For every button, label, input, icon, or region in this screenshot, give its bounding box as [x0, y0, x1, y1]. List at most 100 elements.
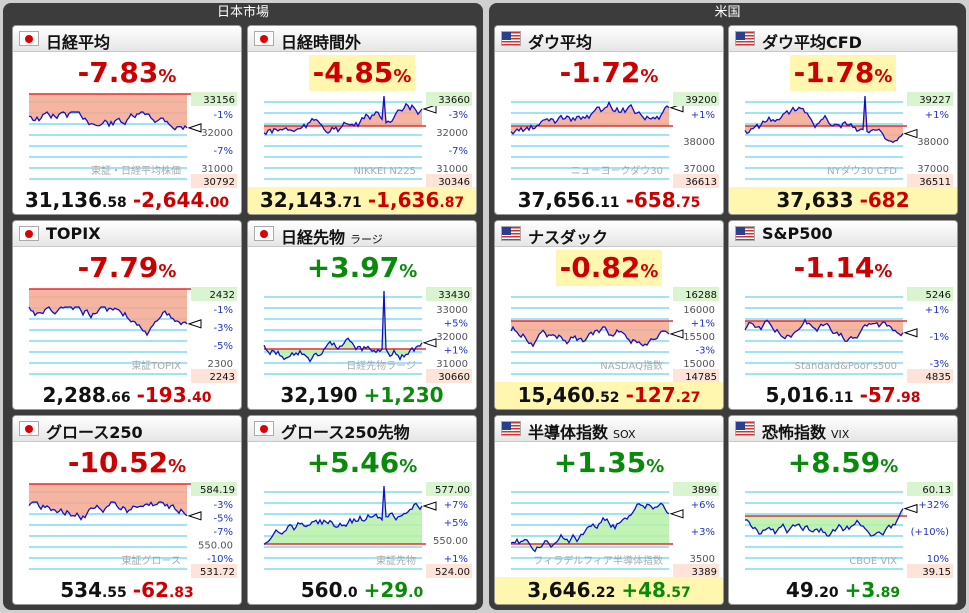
high-label-bg [426, 287, 472, 301]
japan-flag-icon [254, 31, 274, 46]
level-label: +5% [444, 319, 468, 330]
net-change: -62.83 [133, 578, 194, 602]
current-price-marker [422, 104, 437, 114]
chart-watermark: 日経先物ラージ [346, 359, 416, 372]
level-label: 550.00 [198, 541, 233, 552]
card-header[interactable]: TOPIX [13, 221, 241, 247]
index-card-growth_fut[interactable]: グロース250先物 +5.46% 東証先物 577.00 524.00 +7% +5% 550… [247, 415, 477, 605]
price-line [744, 318, 904, 343]
index-card-dow_cfd[interactable]: ダウ平均CFD -1.78% NYダウ30 CFD 39227 36511 +1% 3800… [728, 25, 958, 215]
japan-flag-icon [19, 31, 39, 46]
card-header[interactable]: S&P500 [729, 221, 957, 247]
card-title[interactable]: ナスダック [528, 224, 608, 248]
card-title[interactable]: 恐怖指数 VIX [762, 419, 849, 443]
price-line [28, 306, 188, 337]
last-price-dec: .58 [102, 195, 127, 211]
index-card-nikkei_fut[interactable]: 日経先物 ラージ +3.97% 日経先物ラージ 33430 30660 33000 +5% 32… [247, 220, 477, 410]
index-card-nikkei_ext[interactable]: 日経時間外 -4.85% NIKKEI N225 33660 30346 -3% 32000… [247, 25, 477, 215]
price-row: 37,633 -682 [729, 187, 957, 214]
high-label: 39200 [685, 95, 717, 106]
card-title[interactable]: グロース250 [46, 419, 143, 443]
card-header[interactable]: 日経平均 [13, 26, 241, 52]
us-market-title: 米国 [714, 5, 741, 20]
card-header[interactable]: 日経時間外 [248, 26, 476, 52]
chart-svg: NASDAQ指数 16288 14785 16000 +1% 15500 -3% 15000 [510, 287, 719, 383]
card-title[interactable]: 日経先物 ラージ [281, 224, 383, 248]
card-header[interactable]: ダウ平均CFD [729, 26, 957, 52]
card-title[interactable]: 日経平均 [46, 29, 110, 53]
net-change-dec: .75 [675, 195, 701, 211]
index-card-nasdaq[interactable]: ナスダック -0.82% NASDAQ指数 16288 14785 16000 +1% 155… [494, 220, 724, 410]
chart-svg: Standard&Poor's500 5246 4835 +1% -1% -3% [744, 287, 953, 383]
card-title[interactable]: ダウ平均CFD [762, 29, 862, 53]
card-header[interactable]: グロース250 [13, 416, 241, 442]
card-header[interactable]: 半導体指数 SOX [495, 416, 723, 442]
card-title[interactable]: 日経時間外 [281, 29, 361, 53]
price-line [510, 100, 670, 135]
card-title-name: グロース250先物 [281, 423, 410, 442]
card-header[interactable]: ナスダック [495, 221, 723, 247]
net-change: -193.40 [137, 383, 212, 407]
percent-symbol: % [880, 456, 899, 477]
chart-svg: フィラデルフィア半導体指数 3896 3389 +6% +3% 3500 [510, 482, 719, 578]
high-label-bg [907, 287, 953, 301]
last-price-int: 3,646 [527, 578, 591, 602]
index-card-vix[interactable]: 恐怖指数 VIX +8.59% CBOE VIX 60.13 39.15 +32% (+10%… [728, 415, 958, 605]
card-header[interactable]: グロース250先物 [248, 416, 476, 442]
price-area-fill [511, 102, 669, 134]
current-price-marker [903, 503, 918, 514]
high-label: 577.00 [435, 485, 470, 496]
percent-symbol: % [393, 66, 412, 87]
level-label: 37000 [917, 164, 949, 175]
level-label: 3500 [690, 554, 715, 565]
index-card-dow[interactable]: ダウ平均 -1.72% ニューヨークダウ30 39200 36613 +1% 38000 37… [494, 25, 724, 215]
change-percent: +8.59% [784, 445, 903, 481]
last-price: 32,143.71 [260, 188, 362, 212]
percent-symbol: % [646, 456, 665, 477]
change-percent-value: +5.46 [306, 446, 400, 479]
chart-watermark: フィラデルフィア半導体指数 [533, 554, 663, 567]
level-label: +1% [444, 346, 468, 357]
net-change-int: -1,636 [367, 188, 440, 212]
high-label: 584.19 [200, 485, 235, 496]
level-label: -3% [696, 346, 715, 357]
card-title[interactable]: グロース250先物 [281, 419, 410, 443]
last-price-int: 5,016 [765, 383, 829, 407]
last-price-int: 2,288 [42, 383, 106, 407]
chart-watermark: ニューヨークダウ30 [571, 164, 663, 177]
last-price-dec: .22 [590, 585, 616, 601]
card-title-name: TOPIX [46, 224, 101, 243]
flag-sun [260, 424, 268, 433]
low-label: 14785 [685, 372, 717, 383]
card-header[interactable]: 日経先物 ラージ [248, 221, 476, 247]
flag-sun [260, 229, 268, 238]
card-header[interactable]: 恐怖指数 VIX [729, 416, 957, 442]
change-percent-row: -0.82% [495, 250, 723, 286]
index-card-sp500[interactable]: S&P500 -1.14% Standard&Poor's500 5246 4835 +1… [728, 220, 958, 410]
index-card-nikkei[interactable]: 日経平均 -7.83% 東証・日経平均株価 33156 30792 -1% 32000 -7%… [12, 25, 242, 215]
japan-flag-icon [19, 421, 39, 436]
level-label: +6% [691, 500, 715, 511]
level-label: +1% [925, 305, 949, 316]
low-label-bg [907, 174, 953, 188]
price-row: 15,460.52 -127.27 [495, 382, 723, 409]
level-label: 37000 [683, 164, 715, 175]
index-card-topix[interactable]: TOPIX -7.79% 東証TOPIX 2432 2243 -1% -3% -5% 2300 2… [12, 220, 242, 410]
last-price-dec: .55 [101, 585, 127, 601]
flag-canton [502, 422, 511, 430]
card-header[interactable]: ダウ平均 [495, 26, 723, 52]
price-row: 37,656.11 -658.75 [495, 187, 723, 214]
chart-watermark: 東証先物 [376, 554, 416, 567]
index-card-growth[interactable]: グロース250 -10.52% 東証グロース 584.19 531.72 -3% -5% -7… [12, 415, 242, 605]
index-card-sox[interactable]: 半導体指数 SOX +1.35% フィラデルフィア半導体指数 3896 3389 +6% +3… [494, 415, 724, 605]
change-percent-value: -1.14 [793, 251, 875, 284]
card-title[interactable]: ダウ平均 [528, 29, 592, 53]
card-title[interactable]: TOPIX [46, 224, 101, 243]
us-flag-icon [501, 31, 521, 46]
card-title[interactable]: S&P500 [762, 224, 833, 243]
net-change-dec: .00 [204, 195, 230, 211]
current-price-marker [187, 511, 202, 521]
price-area-fill [264, 486, 422, 545]
card-title[interactable]: 半導体指数 SOX [528, 419, 636, 443]
level-label: -7% [449, 146, 468, 157]
